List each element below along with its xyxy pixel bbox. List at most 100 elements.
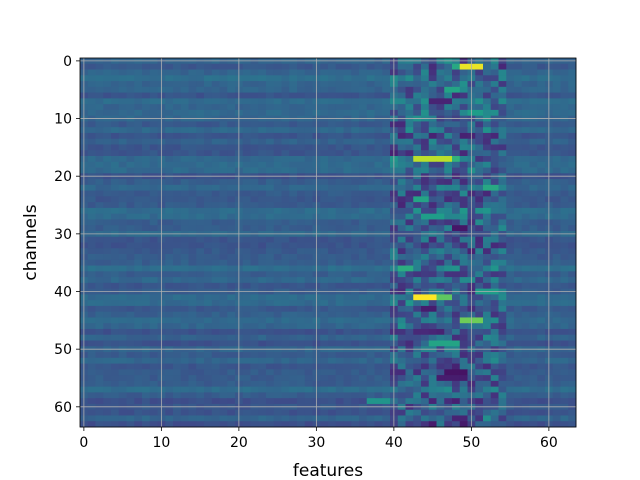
heatmap-cell bbox=[552, 161, 561, 168]
heatmap-cell bbox=[273, 150, 282, 157]
heatmap-cell bbox=[552, 352, 561, 359]
heatmap-cell bbox=[560, 277, 569, 284]
heatmap-cell bbox=[242, 219, 251, 226]
heatmap-cell bbox=[273, 259, 282, 266]
heatmap-cell bbox=[142, 340, 151, 347]
heatmap-cell bbox=[304, 144, 313, 151]
heatmap-cell bbox=[297, 357, 306, 364]
heatmap-cell bbox=[382, 167, 391, 174]
heatmap-cell bbox=[266, 380, 275, 388]
heatmap-cell bbox=[405, 121, 414, 128]
heatmap-cell bbox=[529, 380, 538, 388]
heatmap-cell bbox=[444, 369, 453, 376]
heatmap-cell bbox=[413, 380, 422, 388]
heatmap-cell bbox=[211, 236, 220, 243]
heatmap-cell bbox=[428, 421, 437, 428]
heatmap-cell bbox=[475, 196, 484, 203]
heatmap-cell bbox=[111, 340, 120, 347]
heatmap-cell bbox=[242, 300, 251, 307]
heatmap-cell bbox=[258, 202, 267, 209]
heatmap-cell bbox=[475, 328, 484, 336]
heatmap-cell bbox=[413, 161, 422, 168]
heatmap-cell bbox=[188, 81, 197, 88]
heatmap-cell bbox=[444, 121, 453, 128]
heatmap-cell bbox=[475, 63, 484, 70]
heatmap-cell bbox=[382, 132, 391, 140]
heatmap-cell bbox=[498, 294, 507, 301]
heatmap-cell bbox=[413, 225, 422, 232]
heatmap-cell bbox=[142, 305, 151, 313]
heatmap-cell bbox=[126, 127, 135, 134]
heatmap-cell bbox=[180, 161, 189, 168]
heatmap-cell bbox=[498, 225, 507, 232]
heatmap-cell bbox=[142, 317, 151, 324]
heatmap-cell bbox=[436, 86, 445, 93]
heatmap-cell bbox=[219, 386, 228, 393]
heatmap-cell bbox=[552, 75, 561, 82]
heatmap-cell bbox=[142, 398, 151, 405]
heatmap-cell bbox=[227, 213, 236, 220]
heatmap-cell bbox=[304, 92, 313, 99]
heatmap-cell bbox=[560, 196, 569, 203]
heatmap-cell bbox=[173, 150, 182, 157]
heatmap-cell bbox=[498, 190, 507, 197]
heatmap-cell bbox=[126, 207, 135, 215]
heatmap-cell bbox=[165, 109, 174, 117]
heatmap-cell bbox=[498, 109, 507, 117]
heatmap-cell bbox=[343, 132, 352, 140]
heatmap-cell bbox=[560, 363, 569, 370]
heatmap-cell bbox=[382, 398, 391, 405]
heatmap-cell bbox=[211, 104, 220, 111]
heatmap-cell bbox=[514, 254, 523, 261]
heatmap-cell bbox=[188, 196, 197, 203]
heatmap-cell bbox=[211, 340, 220, 347]
heatmap-cell bbox=[568, 127, 577, 134]
heatmap-cell bbox=[266, 357, 275, 364]
heatmap-cell bbox=[529, 375, 538, 382]
heatmap-cell bbox=[289, 190, 298, 197]
heatmap-cell bbox=[359, 259, 368, 266]
heatmap-cell bbox=[560, 132, 569, 140]
heatmap-cell bbox=[320, 121, 329, 128]
heatmap-cell bbox=[289, 63, 298, 70]
heatmap-cell bbox=[343, 144, 352, 151]
heatmap-cell bbox=[165, 167, 174, 174]
heatmap-cell bbox=[242, 161, 251, 168]
heatmap-cell bbox=[196, 282, 205, 290]
heatmap-cell bbox=[506, 104, 515, 111]
heatmap-cell bbox=[204, 375, 213, 382]
heatmap-cell bbox=[196, 415, 205, 422]
heatmap-cell bbox=[537, 294, 546, 301]
heatmap-cell bbox=[359, 213, 368, 220]
heatmap-cell bbox=[297, 219, 306, 226]
heatmap-cell bbox=[165, 179, 174, 186]
heatmap-cell bbox=[444, 179, 453, 186]
heatmap-cell bbox=[514, 179, 523, 186]
heatmap-cell bbox=[149, 196, 158, 203]
heatmap-cell bbox=[250, 184, 259, 192]
heatmap-cells bbox=[80, 58, 577, 428]
heatmap-cell bbox=[188, 150, 197, 157]
heatmap-cell bbox=[374, 375, 383, 382]
heatmap-cell bbox=[382, 161, 391, 168]
heatmap-cell bbox=[180, 415, 189, 422]
heatmap-cell bbox=[498, 265, 507, 272]
heatmap-cell bbox=[149, 277, 158, 284]
heatmap-cell bbox=[211, 248, 220, 255]
heatmap-cell bbox=[211, 317, 220, 324]
heatmap-cell bbox=[521, 242, 530, 249]
heatmap-cell bbox=[560, 138, 569, 145]
heatmap-cell bbox=[103, 167, 112, 174]
heatmap-cell bbox=[529, 213, 538, 220]
heatmap-cell bbox=[204, 156, 213, 163]
heatmap-cell bbox=[211, 69, 220, 76]
heatmap-cell bbox=[351, 179, 360, 186]
heatmap-cell bbox=[413, 305, 422, 313]
heatmap-cell bbox=[475, 300, 484, 307]
heatmap-cell bbox=[242, 144, 251, 151]
heatmap-cell bbox=[118, 196, 127, 203]
heatmap-cell bbox=[227, 277, 236, 284]
heatmap-cell bbox=[297, 386, 306, 393]
heatmap-cell bbox=[188, 179, 197, 186]
